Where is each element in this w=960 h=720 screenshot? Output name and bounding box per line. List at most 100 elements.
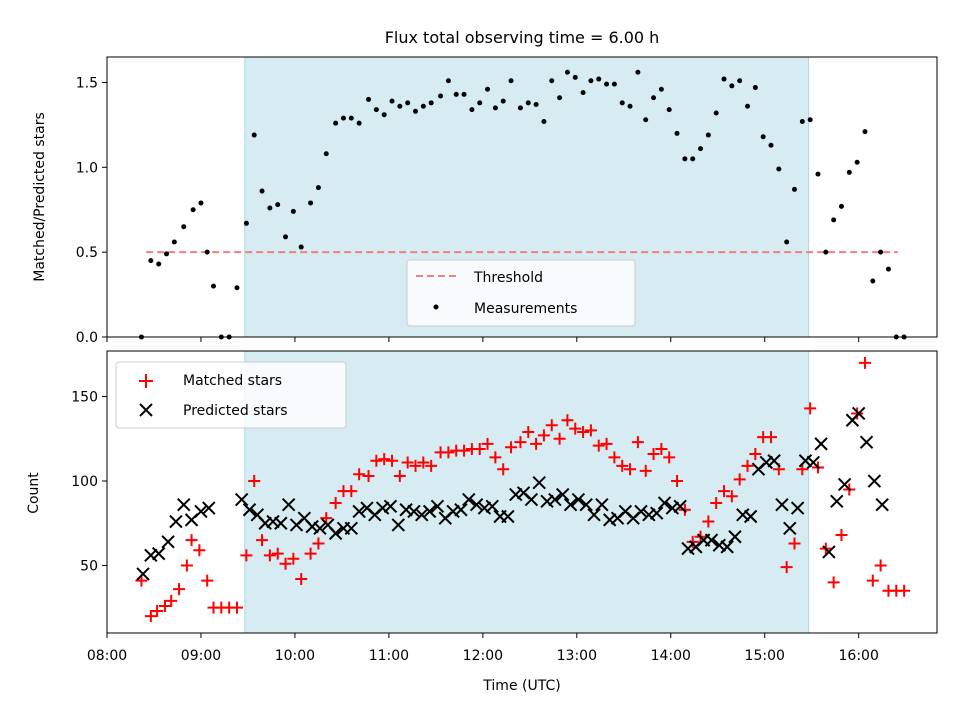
matched-star-point bbox=[417, 456, 430, 469]
measurement-point bbox=[267, 205, 273, 211]
matched-star-point bbox=[248, 475, 261, 488]
predicted-star-point bbox=[477, 501, 492, 515]
predicted-star-point bbox=[194, 504, 208, 519]
predicted-star-point bbox=[563, 497, 578, 512]
predicted-star-point bbox=[383, 499, 398, 514]
predicted-star-point bbox=[548, 492, 562, 507]
top-plot-frame bbox=[106, 56, 938, 338]
predicted-stars-legend-swatch bbox=[139, 403, 153, 417]
predicted-star-point bbox=[759, 455, 774, 470]
predicted-star-point bbox=[399, 503, 413, 517]
measurement-point bbox=[580, 90, 586, 96]
matched-star-point bbox=[835, 529, 848, 542]
matched-star-point bbox=[409, 459, 422, 472]
measurement-point bbox=[713, 110, 719, 116]
matched-star-point bbox=[295, 572, 308, 585]
predicted-star-point bbox=[634, 504, 648, 519]
measurement-point bbox=[596, 76, 602, 82]
measurement-point bbox=[259, 188, 265, 194]
predicted-star-point bbox=[681, 541, 695, 556]
measurement-point bbox=[243, 220, 249, 226]
measurement-point bbox=[838, 203, 844, 209]
predicted-star-point bbox=[665, 501, 680, 515]
matched-star-point bbox=[608, 451, 621, 464]
matched-star-point bbox=[173, 583, 186, 596]
predicted-star-point bbox=[266, 514, 280, 529]
measurement-point bbox=[690, 156, 696, 162]
matched-star-point bbox=[647, 448, 660, 461]
measurement-point bbox=[366, 96, 372, 102]
measurement-point bbox=[373, 107, 379, 113]
measurement-point bbox=[204, 249, 210, 255]
measurement-point bbox=[445, 78, 451, 84]
matched-star-point bbox=[165, 594, 178, 607]
predicted-star-point bbox=[485, 499, 499, 514]
matched-star-point bbox=[710, 496, 723, 509]
predicted-star-point bbox=[532, 476, 546, 490]
predicted-star-point bbox=[169, 514, 183, 529]
measurement-point bbox=[485, 86, 491, 92]
matched-star-point bbox=[686, 535, 699, 548]
top-y-tick-label: 0.0 bbox=[76, 330, 98, 346]
predicted-star-point bbox=[177, 497, 191, 512]
predicted-star-point bbox=[851, 406, 866, 421]
measurement-point bbox=[635, 69, 641, 75]
matched-star-point bbox=[378, 453, 391, 466]
predicted-star-point bbox=[814, 437, 828, 451]
matched-star-point bbox=[401, 456, 414, 469]
measurement-point bbox=[815, 171, 821, 177]
top-y-tick-label: 1.5 bbox=[76, 75, 98, 91]
measurement-point bbox=[862, 129, 868, 135]
measurement-point bbox=[500, 98, 506, 104]
measurement-point bbox=[666, 107, 672, 113]
predicted-star-point bbox=[798, 454, 813, 468]
measurement-point bbox=[768, 142, 774, 148]
predicted-star-point bbox=[430, 499, 445, 514]
predicted-star-point bbox=[234, 492, 249, 507]
matched-star-point bbox=[279, 557, 292, 570]
matched-star-point bbox=[725, 490, 738, 503]
predicted-star-point bbox=[806, 455, 820, 470]
top-y-tick-label: 0.5 bbox=[76, 245, 98, 261]
measurement-point bbox=[453, 91, 459, 97]
matched-star-point bbox=[514, 436, 527, 449]
measurement-point bbox=[428, 100, 434, 106]
matched-star-point bbox=[537, 429, 550, 442]
matched-star-point bbox=[631, 436, 644, 449]
matched-star-point bbox=[827, 576, 840, 589]
measurement-point bbox=[251, 132, 257, 138]
predicted-star-point bbox=[305, 519, 319, 534]
matched-star-point bbox=[639, 464, 652, 477]
matched-star-point bbox=[329, 496, 342, 509]
predicted-star-point bbox=[704, 533, 719, 547]
predicted-star-point bbox=[313, 521, 327, 536]
bottom-y-axis-label: Count bbox=[26, 472, 42, 514]
measurement-point bbox=[340, 115, 346, 121]
measurement-point bbox=[517, 105, 523, 111]
predicted-star-point bbox=[258, 516, 272, 530]
matched-star-point bbox=[866, 574, 879, 587]
top-legend: Threshold Measurements bbox=[406, 259, 636, 327]
measurement-point bbox=[643, 117, 649, 123]
measurement-point bbox=[549, 78, 555, 84]
measurement-point bbox=[234, 285, 240, 291]
measurement-point bbox=[831, 217, 837, 223]
top-legend-box bbox=[406, 259, 636, 327]
predicted-star-point bbox=[136, 567, 150, 581]
x-tick-label: 10:00 bbox=[275, 648, 315, 664]
matched-star-point bbox=[788, 537, 801, 550]
measurement-point bbox=[190, 207, 196, 213]
measurement-point bbox=[674, 130, 680, 136]
measurement-point bbox=[210, 283, 216, 289]
measurement-point bbox=[737, 78, 743, 84]
measurement-point bbox=[878, 249, 884, 255]
predicted-star-point bbox=[783, 521, 797, 536]
measurement-point bbox=[389, 98, 395, 104]
predicted-star-point bbox=[830, 494, 844, 508]
measurement-point bbox=[823, 249, 829, 255]
predicted-star-point bbox=[446, 504, 460, 519]
predicted-star-point bbox=[407, 504, 421, 519]
predicted-star-point bbox=[509, 487, 523, 502]
matched-star-point bbox=[345, 485, 358, 498]
top-panel: 0.0 0.5 1.0 1.5 Flux total observing time =… bbox=[32, 28, 938, 346]
